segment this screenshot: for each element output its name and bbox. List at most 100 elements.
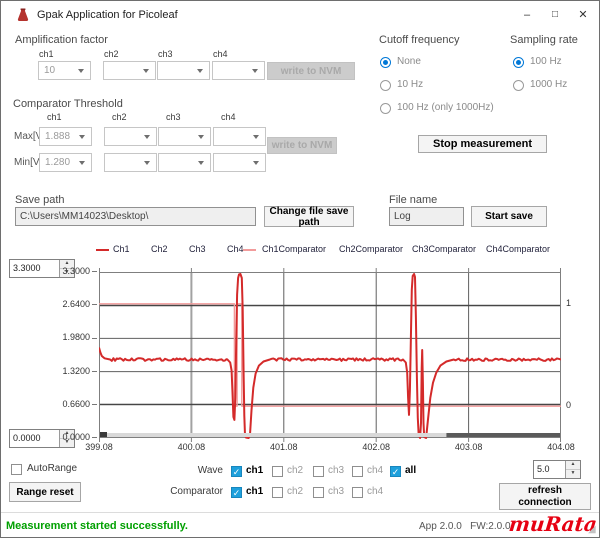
legend-label-ch1comparator: Ch1Comparator xyxy=(262,244,327,254)
cmp-min-combo-ch3[interactable] xyxy=(158,153,211,172)
comparator-checkbox-ch2[interactable] xyxy=(272,487,283,498)
autorange-checkbox[interactable] xyxy=(11,464,22,475)
y-max-spin-buttons[interactable]: ▲ ▼ xyxy=(59,260,74,277)
spin-down-icon[interactable]: ▼ xyxy=(60,269,74,277)
status-message: Measurement started successfully. xyxy=(6,520,188,532)
stop-measurement-button[interactable]: Stop measurement xyxy=(418,135,547,153)
save-path-input[interactable]: C:\Users\MM14023\Desktop\ xyxy=(15,207,256,226)
amp-combo-ch4[interactable] xyxy=(212,61,265,80)
x-span-spinner[interactable]: 5.0 ▲ ▼ xyxy=(533,460,581,479)
cutoff-radio-label: 100 Hz (only 1000Hz) xyxy=(397,102,494,113)
cmp-max-combo-ch1-arrow-icon xyxy=(79,134,85,139)
series-ch1 xyxy=(99,273,561,439)
y-tick-mark xyxy=(92,437,97,439)
cmp-channel-label: ch2 xyxy=(112,112,127,122)
comparator-row-label: Comparator xyxy=(170,486,223,497)
cmp-max-combo-ch3[interactable] xyxy=(158,127,211,146)
start-save-button[interactable]: Start save xyxy=(471,206,547,227)
title-bar[interactable]: Gpak Application for Picoleaf – □ ✕ xyxy=(1,1,599,29)
sampling-radio-1000-hz[interactable] xyxy=(513,80,524,91)
cmp-min-combo-ch4-arrow-icon xyxy=(253,160,259,165)
min-voltage-label: Min[V] xyxy=(14,157,43,168)
cmp-max-combo-ch3-arrow-icon xyxy=(198,134,204,139)
wave-checkbox-ch3[interactable] xyxy=(313,466,324,477)
spin-up-icon[interactable]: ▲ xyxy=(60,430,74,439)
y-min-value[interactable]: 0.0000 xyxy=(13,433,41,443)
cutoff-radio-10-hz[interactable] xyxy=(380,80,391,91)
legend-label-ch1: Ch1 xyxy=(113,244,130,254)
legend-line-ch1 xyxy=(96,249,109,251)
x-span-spin-buttons[interactable]: ▲ ▼ xyxy=(565,461,580,478)
change-save-path-button[interactable]: Change file save path xyxy=(264,206,354,228)
amp-combo-ch4-arrow-icon xyxy=(252,68,258,73)
amplification-label: Amplification factor xyxy=(15,34,108,46)
x-tick-label: 403.08 xyxy=(454,442,483,452)
sampling-label: Sampling rate xyxy=(510,34,578,46)
cmp-max-combo-ch1[interactable]: 1.888 xyxy=(39,127,92,146)
y-tick-label: 3.3000 xyxy=(37,266,97,276)
x-scrollbar-left-button[interactable] xyxy=(100,432,107,437)
file-name-input[interactable]: Log xyxy=(389,207,464,226)
sampling-radio-100-hz[interactable] xyxy=(513,57,524,68)
maximize-button[interactable]: □ xyxy=(551,9,559,20)
range-reset-button[interactable]: Range reset xyxy=(9,482,81,502)
cmp-min-combo-ch2[interactable] xyxy=(104,153,157,172)
y-min-spin-buttons[interactable]: ▲ ▼ xyxy=(59,430,74,447)
comparator-checkbox-ch3[interactable] xyxy=(313,487,324,498)
cutoff-radio-none[interactable] xyxy=(380,57,391,68)
x-scrollbar-handle[interactable] xyxy=(446,433,560,437)
cmp-min-combo-ch1-arrow-icon xyxy=(79,160,85,165)
amp-channel-label: ch4 xyxy=(213,49,228,59)
wave-checkbox-label-ch1: ch1 xyxy=(246,465,264,476)
amp-write-nvm-button[interactable]: write to NVM xyxy=(267,62,355,80)
cmp-max-combo-ch4-arrow-icon xyxy=(253,134,259,139)
x-span-value[interactable]: 5.0 xyxy=(537,464,550,474)
amp-combo-ch1[interactable]: 10 xyxy=(38,61,91,80)
y-max-value[interactable]: 3.3000 xyxy=(13,263,41,273)
cmp-max-combo-ch4[interactable] xyxy=(213,127,266,146)
plot-border xyxy=(99,272,561,438)
y-tick-label: 1.9800 xyxy=(37,332,97,342)
cmp-min-combo-ch4[interactable] xyxy=(213,153,266,172)
wave-checkbox-ch4[interactable] xyxy=(352,466,363,477)
y-max-spinner[interactable]: 3.3000 ▲ ▼ xyxy=(9,259,75,278)
cmp-channel-label: ch3 xyxy=(166,112,181,122)
resize-grip-icon[interactable]: ◢ xyxy=(588,524,596,535)
file-name-label: File name xyxy=(389,194,438,206)
spin-up-icon[interactable]: ▲ xyxy=(60,260,74,269)
legend-line-ch1comparator xyxy=(243,249,256,251)
wave-checkbox-label-ch4: ch4 xyxy=(367,465,384,476)
amp-combo-ch3[interactable] xyxy=(157,61,210,80)
wave-checkbox-ch2[interactable] xyxy=(272,466,283,477)
minimize-button[interactable]: – xyxy=(523,9,531,21)
y-tick-label: 0.0000 xyxy=(37,432,97,442)
cmp-min-combo-ch1[interactable]: 1.280 xyxy=(39,153,92,172)
amp-combo-ch1-value: 10 xyxy=(44,65,56,76)
cmp-max-combo-ch2[interactable] xyxy=(104,127,157,146)
wave-checkbox-all[interactable]: ✓ xyxy=(390,466,401,477)
y-min-spinner[interactable]: 0.0000 ▲ ▼ xyxy=(9,429,75,448)
x-tick-label: 402.08 xyxy=(362,442,390,452)
cmp-max-combo-ch1-value: 1.888 xyxy=(45,131,71,142)
series-ch1comparator xyxy=(99,303,561,407)
wave-checkbox-ch1[interactable]: ✓ xyxy=(231,466,242,477)
cutoff-radio-label: None xyxy=(397,56,421,67)
close-button[interactable]: ✕ xyxy=(578,9,588,21)
x-tick-label: 399.08 xyxy=(85,442,113,452)
wave-label: Wave xyxy=(197,465,223,476)
comparator-checkbox-label-ch4: ch4 xyxy=(367,486,384,497)
spin-down-icon[interactable]: ▼ xyxy=(60,439,74,447)
comparator-checkbox-ch4[interactable] xyxy=(352,487,363,498)
comparator-threshold-label: Comparator Threshold xyxy=(13,98,123,110)
x-scrollbar-track[interactable] xyxy=(100,433,560,437)
cutoff-radio-100-hz-only-1000hz-[interactable] xyxy=(380,103,391,114)
spin-up-icon[interactable]: ▲ xyxy=(566,461,580,470)
amp-combo-ch2[interactable] xyxy=(103,61,156,80)
comparator-checkbox-ch1[interactable]: ✓ xyxy=(231,487,242,498)
cmp-write-nvm-button[interactable]: write to NVM xyxy=(267,137,337,154)
x-tick-label: 400.08 xyxy=(177,442,206,452)
spin-down-icon[interactable]: ▼ xyxy=(566,470,580,478)
murata-logo: muRata xyxy=(507,512,599,536)
refresh-connection-button[interactable]: refresh connection xyxy=(499,483,591,510)
